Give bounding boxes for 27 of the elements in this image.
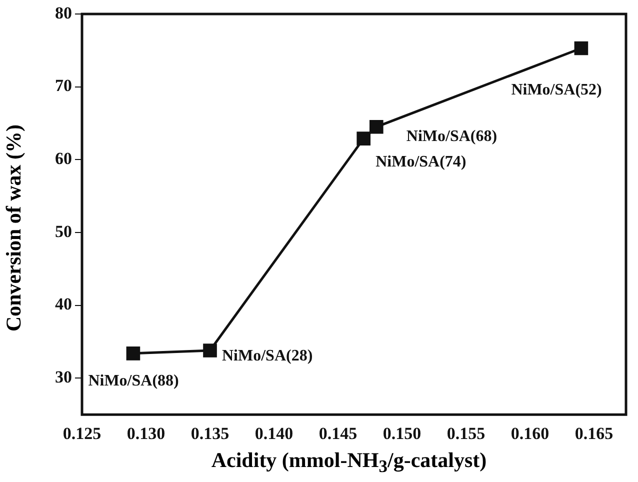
point — [203, 344, 217, 358]
x-tick-label: 0.155 — [446, 424, 486, 444]
y-tick-label: 30 — [55, 368, 72, 387]
point — [126, 346, 140, 360]
annotation: NiMo/SA(52) — [511, 81, 602, 98]
x-tick-label: 0.165 — [574, 424, 614, 444]
y-tick-label: 80 — [55, 3, 72, 22]
point — [356, 132, 371, 146]
x-tick-label: 0.150 — [382, 424, 422, 444]
annotation: NiMo/SA(88) — [88, 372, 179, 390]
y-tick-label: 50 — [55, 222, 72, 241]
y-tick-label: 70 — [55, 76, 72, 96]
y-axis-title: Conversion of wax (%) — [2, 124, 26, 332]
x-tick-label: 0.140 — [254, 424, 294, 444]
x-axis-title: Acidity (mmol-NH$_{3}$/g-catalyst) — [210, 448, 488, 478]
annotation: NiMo/SA(28) — [222, 348, 313, 365]
annotation: NiMo/SA(68) — [406, 128, 498, 146]
x-tick-label: 0.160 — [510, 424, 550, 444]
y-tick-label: 60 — [55, 149, 72, 168]
point — [574, 41, 588, 56]
y-tick-label: 40 — [55, 294, 72, 314]
point — [369, 120, 384, 134]
x-tick-label: 0.135 — [190, 424, 230, 444]
annotation: NiMo/SA(74) — [376, 154, 466, 171]
x-tick-label: 0.125 — [62, 424, 102, 444]
x-tick-label: 0.130 — [126, 424, 166, 444]
x-tick-label: 0.145 — [318, 424, 358, 444]
